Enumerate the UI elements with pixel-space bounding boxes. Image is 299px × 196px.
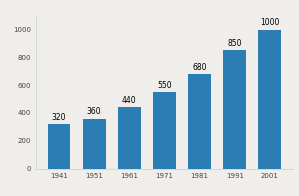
Bar — [258, 30, 281, 169]
Text: 440: 440 — [122, 96, 137, 105]
Bar — [153, 92, 176, 169]
Text: 320: 320 — [52, 113, 66, 122]
Bar — [118, 107, 141, 169]
Text: 850: 850 — [228, 39, 242, 48]
Bar — [48, 124, 71, 169]
Text: 1000: 1000 — [260, 18, 280, 27]
Text: 360: 360 — [87, 107, 101, 116]
Bar — [188, 74, 211, 169]
Bar — [223, 50, 246, 169]
Bar — [83, 119, 106, 169]
Text: 550: 550 — [157, 81, 172, 90]
Text: 680: 680 — [192, 63, 207, 72]
